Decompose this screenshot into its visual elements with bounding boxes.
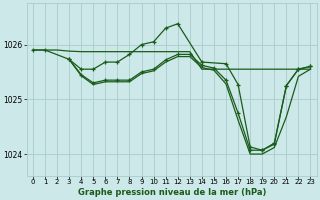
X-axis label: Graphe pression niveau de la mer (hPa): Graphe pression niveau de la mer (hPa) — [77, 188, 266, 197]
